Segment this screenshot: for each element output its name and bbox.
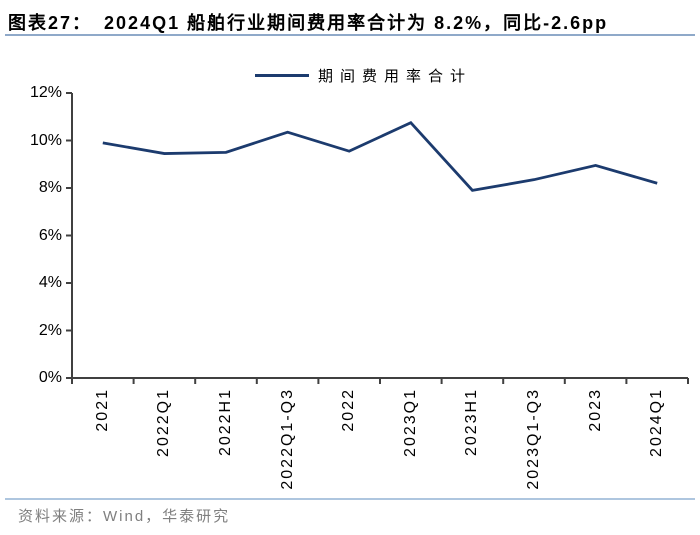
x-axis-label-text: 2022 (340, 388, 358, 432)
y-axis-label: 8% (38, 179, 62, 196)
x-axis-label-text: 2023 (586, 388, 604, 432)
y-axis-label: 6% (38, 226, 62, 244)
x-axis-label-text: 2021 (93, 388, 111, 432)
source-note: 资料来源：Wind，华泰研究 (18, 508, 231, 525)
source-divider (5, 498, 695, 500)
x-axis-label-text: 2023H1 (463, 388, 481, 457)
title-underline (5, 34, 695, 36)
x-axis-label-text: 2024Q1 (648, 388, 666, 457)
figure-number-label: 图表27： (8, 13, 93, 33)
y-axis-label: 0% (38, 369, 62, 386)
figure-title-text: 2024Q1 船舶行业期间费用率合计为 8.2%，同比-2.6pp (104, 13, 609, 33)
x-axis-label-text: 2022Q1 (155, 388, 173, 457)
y-axis-label: 4% (38, 274, 62, 291)
x-axis-label-text: 2023Q1-Q3 (525, 388, 542, 490)
legend-series-label: 期间费用率合计 (318, 67, 473, 85)
chart-legend: 期间费用率合计 (255, 64, 472, 86)
x-axis-label-text: 2022H1 (217, 388, 234, 457)
figure-title: 图表27： 2024Q1 船舶行业期间费用率合计为 8.2%，同比-2.6pp (8, 9, 608, 35)
series-line (102, 120, 658, 192)
x-axis-label-text: 2023Q1 (401, 388, 419, 457)
legend-line-marker (255, 73, 309, 77)
y-axis-label: 10% (29, 131, 62, 149)
x-axis-label-text: 2022Q1-Q3 (278, 388, 296, 490)
y-axis-label: 2% (38, 321, 62, 339)
y-axis-label: 12% (29, 84, 62, 101)
